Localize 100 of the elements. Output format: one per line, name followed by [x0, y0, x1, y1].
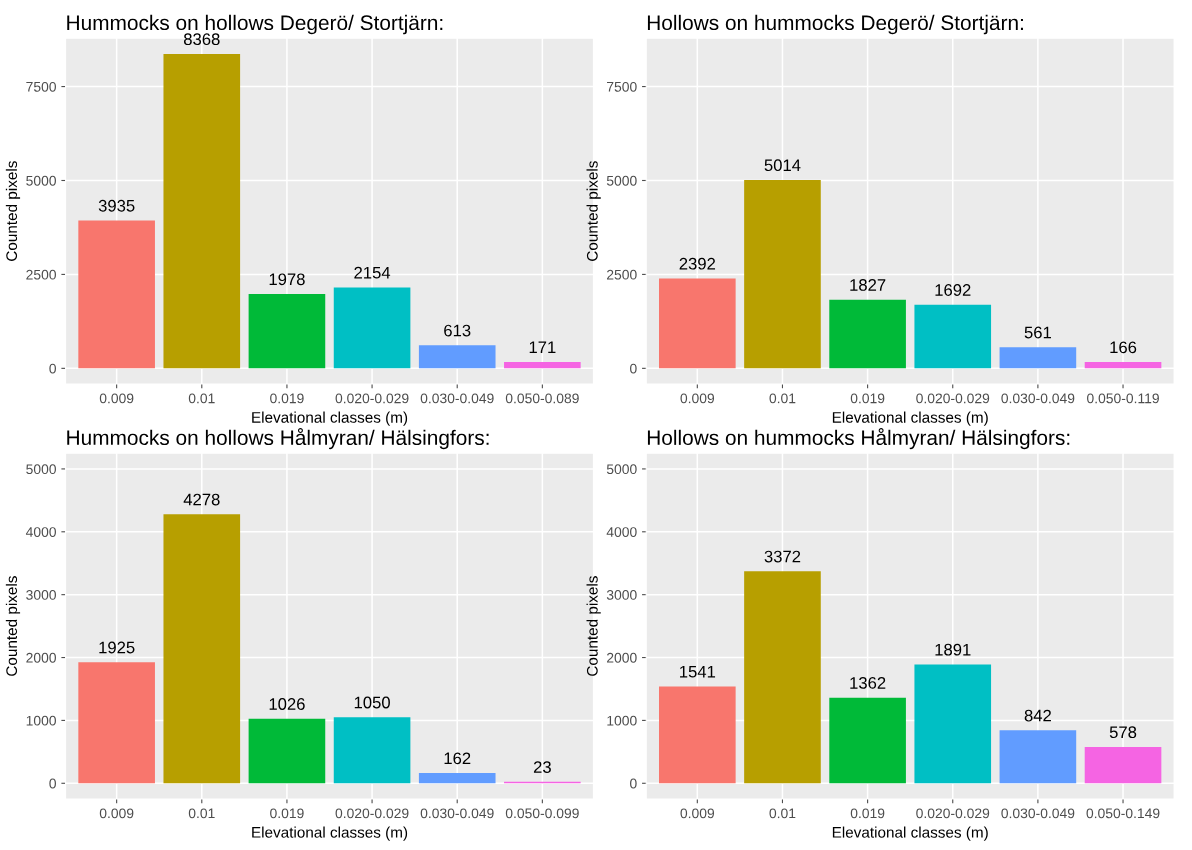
- bar: [659, 278, 736, 369]
- bar: [163, 53, 241, 369]
- data-label: 1827: [850, 279, 886, 291]
- y-tick-label: 2000: [26, 652, 56, 663]
- y-tick-label: 2500: [26, 269, 56, 280]
- x-tick-label: 0.030-0.049: [420, 808, 494, 819]
- bar: [999, 730, 1077, 784]
- x-tick-label: 0.030-0.049: [1001, 808, 1075, 819]
- x-tick-label: 0.01: [188, 808, 215, 819]
- x-tick-label: 0.009: [680, 393, 715, 404]
- data-label: 561: [1024, 326, 1051, 339]
- data-label: 1692: [935, 284, 971, 296]
- x-axis-title: Elevational classes (m): [832, 411, 988, 426]
- y-axis-title: Counted pixels: [5, 161, 21, 261]
- bar: [418, 773, 496, 784]
- x-tick-label: 0.019: [270, 393, 304, 404]
- data-label: 1978: [269, 273, 305, 286]
- x-tick-label: 0.050-0.099: [505, 808, 579, 819]
- y-tick-label: 1000: [26, 715, 56, 726]
- x-tick-label: 0.009: [99, 393, 134, 404]
- data-label: 1026: [269, 698, 305, 710]
- x-tick-label: 0.020-0.029: [335, 808, 409, 819]
- x-axis-title: Elevational classes (m): [832, 826, 988, 841]
- bar: [914, 664, 992, 784]
- bar: [659, 686, 736, 784]
- x-tick-label: 0.01: [188, 393, 215, 404]
- x-axis-title: Elevational classes (m): [252, 411, 408, 426]
- data-label: 1925: [99, 641, 135, 654]
- bar: [914, 304, 992, 369]
- data-label: 8368: [183, 33, 220, 46]
- bar: [248, 294, 326, 369]
- bar: [999, 347, 1077, 369]
- y-tick-label: 1000: [607, 715, 637, 726]
- y-tick-label: 2000: [607, 652, 637, 663]
- data-label: 1362: [850, 677, 886, 689]
- chart-title: Hollows on hummocks Degerö/ Stortjärn:: [647, 14, 1023, 35]
- y-tick-label: 4000: [25, 527, 56, 537]
- x-tick-label: 0.030-0.049: [420, 393, 494, 404]
- data-label: 5014: [764, 159, 801, 172]
- x-tick-label: 0.020-0.029: [916, 393, 990, 404]
- bar: [829, 697, 906, 784]
- y-tick-label: 2500: [607, 269, 637, 280]
- chart-title: Hollows on hummocks Hålmyran/ Hälsingfors:: [647, 428, 1070, 450]
- y-tick-label: 7500: [607, 81, 637, 92]
- y-axis-title: Counted pixels: [586, 576, 601, 676]
- bar: [333, 287, 411, 369]
- y-tick-label: 5000: [606, 175, 637, 186]
- x-tick-label: 0.01: [769, 808, 796, 819]
- x-tick-label: 0.019: [850, 393, 885, 404]
- x-tick-label: 0.050-0.089: [505, 393, 579, 404]
- data-label: 1050: [354, 696, 390, 709]
- bar: [1084, 746, 1162, 784]
- data-label: 1541: [680, 665, 716, 678]
- y-axis-title: Counted pixels: [5, 576, 21, 676]
- data-label: 2392: [679, 257, 716, 270]
- data-label: 3372: [764, 550, 801, 563]
- y-tick-label: 5000: [26, 175, 56, 186]
- y-tick-label: 7500: [26, 81, 56, 92]
- x-tick-label: 0.009: [680, 808, 715, 819]
- y-tick-label: 5000: [26, 464, 56, 475]
- bar: [1084, 362, 1162, 369]
- data-label: 1891: [935, 643, 971, 656]
- bar: [418, 345, 496, 369]
- bar: [333, 717, 411, 784]
- data-label: 171: [529, 341, 556, 353]
- data-label: 578: [1109, 726, 1137, 739]
- x-tick-label: 0.050-0.149: [1086, 808, 1160, 819]
- data-label: 23: [533, 761, 551, 773]
- data-label: 166: [1110, 341, 1137, 354]
- x-tick-label: 0.050-0.119: [1087, 393, 1159, 404]
- data-label: 842: [1024, 709, 1051, 722]
- data-label: 2154: [354, 266, 391, 279]
- x-tick-label: 0.009: [99, 808, 134, 819]
- y-axis-title: Counted pixels: [586, 161, 601, 261]
- x-tick-label: 0.020-0.029: [335, 393, 409, 404]
- bar: [744, 571, 821, 784]
- y-tick-label: 0: [630, 363, 637, 374]
- bar: [78, 662, 155, 784]
- bar: [78, 220, 155, 369]
- y-tick-label: 4000: [606, 527, 637, 537]
- y-tick-label: 3000: [606, 590, 637, 600]
- x-tick-label: 0.020-0.029: [916, 808, 990, 819]
- y-tick-label: 0: [49, 363, 56, 374]
- data-label: 613: [444, 324, 471, 337]
- bar: [744, 179, 821, 369]
- y-tick-label: 0: [630, 778, 637, 789]
- y-tick-label: 5000: [606, 464, 637, 475]
- bar: [163, 514, 241, 784]
- y-tick-label: 3000: [26, 590, 56, 600]
- chart-title: Hummocks on hollows Hålmyran/ Hälsingfors:: [67, 428, 489, 450]
- y-tick-label: 0: [49, 778, 56, 789]
- x-tick-label: 0.019: [270, 808, 304, 819]
- bar: [829, 299, 906, 369]
- x-tick-label: 0.030-0.049: [1001, 393, 1075, 404]
- data-label: 3935: [98, 199, 135, 212]
- x-tick-label: 0.019: [850, 808, 885, 819]
- x-axis-title: Elevational classes (m): [252, 826, 408, 841]
- bar: [248, 718, 326, 784]
- data-label: 4278: [183, 493, 220, 506]
- data-label: 162: [444, 752, 471, 765]
